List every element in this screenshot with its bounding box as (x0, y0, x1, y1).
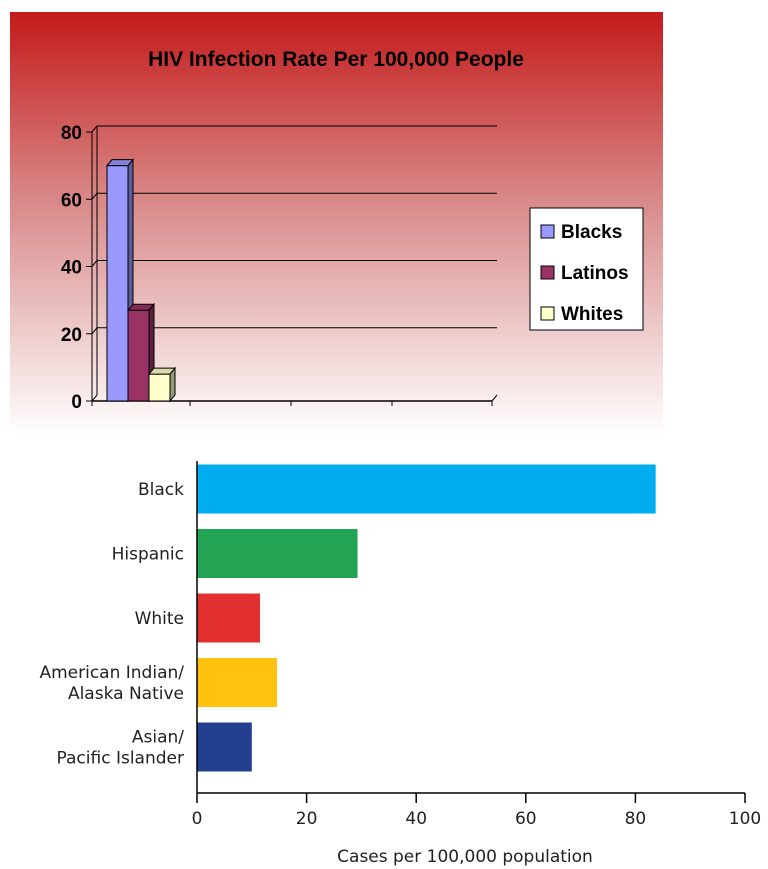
bottom-x-tick-label: 100 (729, 809, 761, 829)
top-chart-legend: Blacks Latinos Whites (529, 207, 644, 331)
top-y-tick-label: 60 (61, 190, 82, 211)
legend-label-blacks: Blacks (561, 222, 622, 243)
bottom-x-tick-label: 40 (405, 809, 427, 829)
top-y-tick-label: 40 (61, 258, 82, 279)
top-chart-gridlines (97, 125, 497, 329)
bottom-bar-1 (197, 529, 358, 578)
top-y-tick-diagonal (91, 327, 98, 335)
bottom-category-label: White (135, 609, 184, 629)
bottom-bar-4 (197, 722, 252, 772)
bottom-x-tick-label: 80 (625, 809, 647, 829)
top-y-tick-label: 20 (61, 325, 82, 346)
top-y-tick-label: 80 (61, 123, 82, 144)
top-chart-title: HIV Infection Rate Per 100,000 People (148, 48, 524, 71)
bottom-category-label-line: American Indian/ (39, 663, 184, 683)
top-y-tick-label: 0 (71, 392, 82, 413)
bottom-chart-x-axis: 0 20 40 60 80 100 (192, 461, 761, 829)
bottom-category-label-line: Pacific Islander (57, 749, 184, 769)
bottom-x-tick-label: 60 (515, 809, 537, 829)
top-y-tick-diagonal (91, 260, 98, 267)
top-bar-blacks (106, 165, 129, 402)
bottom-chart-category-labels: Black Hispanic White American Indian/Alaska… (39, 480, 184, 769)
bottom-bar-0 (197, 464, 656, 514)
bottom-category-label-line: Black (138, 480, 184, 500)
bottom-chart-bars (197, 464, 656, 772)
top-y-tick-diagonal (91, 394, 98, 402)
legend-label-whites: Whites (561, 304, 623, 325)
top-bar-latinos (127, 309, 150, 402)
bottom-x-tick-label: 20 (296, 809, 318, 829)
bottom-category-label: Black (138, 480, 184, 500)
legend-swatch-latinos (540, 265, 555, 280)
bottom-chart-x-axis-label: Cases per 100,000 population (337, 847, 593, 867)
top-bar-side-face (169, 366, 176, 403)
legend-swatch-blacks (540, 224, 555, 239)
top-x-axis-diagonal (491, 394, 498, 402)
legend-swatch-whites (540, 306, 555, 321)
top-y-tick-diagonal (91, 125, 98, 133)
bottom-x-tick-label: 0 (192, 809, 203, 829)
bottom-category-label: Hispanic (112, 545, 184, 565)
bottom-category-label-line: Hispanic (112, 545, 184, 565)
top-chart: HIV Infection Rate Per 100,000 People 0 2… (10, 12, 663, 435)
bottom-category-label: Asian/Pacific Islander (57, 728, 185, 769)
top-bar-whites (148, 373, 171, 402)
legend-label-latinos: Latinos (561, 263, 629, 284)
bottom-chart: Black Hispanic White American Indian/Alaska… (39, 461, 761, 867)
bottom-category-label-line: Asian/ (132, 728, 184, 748)
bottom-category-label: American Indian/Alaska Native (39, 663, 184, 704)
top-chart-bars (105, 158, 177, 403)
top-y-tick-diagonal (91, 192, 98, 200)
bottom-bar-2 (197, 593, 261, 643)
bottom-bar-3 (197, 658, 278, 707)
bottom-category-label-line: Alaska Native (68, 684, 184, 704)
bottom-category-label-line: White (135, 609, 184, 629)
